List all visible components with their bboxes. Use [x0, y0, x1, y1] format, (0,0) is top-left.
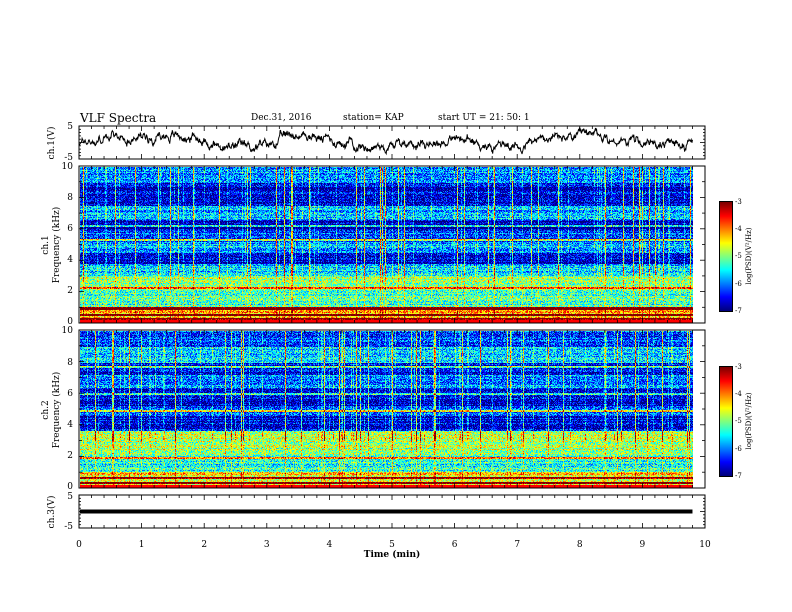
ch1-freq-tick: 4 — [67, 255, 73, 265]
cb2-tick: -3 — [735, 363, 742, 371]
cb1-tick: -7 — [735, 307, 742, 315]
ch1-spectrogram-ylabel-2: Frequency (kHz) — [52, 206, 62, 284]
ch1-freq-tick: 2 — [67, 286, 73, 296]
x-tick: 3 — [263, 540, 270, 550]
figure-title: VLF Spectra — [80, 111, 157, 125]
cb2-tick: -7 — [735, 472, 742, 480]
cb1-tick: -6 — [735, 280, 742, 288]
ch1-freq-tick: 8 — [67, 193, 73, 203]
ch1-waveform-line — [78, 126, 693, 156]
ch2-freq-tick: 6 — [67, 389, 73, 399]
ch1-spectrogram-ylabel-1: ch.1 — [41, 235, 51, 255]
ch2-freq-tick: 4 — [67, 420, 73, 430]
cb2-label: log(PSD)(V²/Hz) — [745, 392, 753, 450]
ch3-ytick-top: 5 — [67, 492, 73, 502]
ch2-colorbar — [719, 366, 733, 477]
x-tick: 10 — [699, 540, 711, 550]
panel-frame-2 — [78, 165, 706, 324]
ch2-freq-tick: 10 — [61, 326, 73, 336]
x-tick: 9 — [639, 540, 646, 550]
x-tick: 2 — [201, 540, 208, 550]
cb2-tick: -5 — [735, 417, 742, 425]
ch1-ytick-bottom: -5 — [64, 153, 73, 163]
ch2-freq-tick: 2 — [67, 451, 73, 461]
ch2-freq-tick: 8 — [67, 358, 73, 368]
ch2-spectrogram-ylabel-2: Frequency (kHz) — [52, 371, 62, 449]
x-tick: 1 — [138, 540, 145, 550]
ch1-spectrogram-image — [80, 167, 705, 323]
x-tick: 5 — [389, 540, 395, 550]
cb1-label: log(PSD)(V²/Hz) — [745, 227, 753, 285]
date-label: Dec.31, 2016 — [251, 113, 312, 123]
ch1-waveform-ylabel: ch.1(V) — [47, 126, 57, 160]
cb1-tick: -4 — [735, 225, 742, 233]
ch2-spectrogram-image — [80, 331, 705, 488]
cb1-tick: -3 — [735, 198, 742, 206]
station-label: station= KAP — [343, 113, 404, 123]
ch1-freq-tick: 6 — [67, 224, 73, 234]
start-time-label: start UT = 21: 50: 1 — [438, 113, 530, 123]
ch1-ytick-top: 5 — [67, 122, 73, 132]
ch2-freq-tick: 0 — [67, 482, 73, 492]
ch1-freq-tick: 10 — [61, 162, 73, 172]
ch3-waveform-ylabel: ch.3(V) — [47, 495, 57, 529]
ch1-colorbar — [719, 201, 733, 312]
x-tick: 4 — [326, 540, 333, 550]
cb2-tick: -4 — [735, 390, 742, 398]
x-tick: 8 — [576, 540, 583, 550]
panel-frame-3 — [78, 329, 706, 489]
x-axis-label: Time (min) — [363, 550, 421, 560]
x-tick: 0 — [76, 540, 82, 550]
cb2-tick: -6 — [735, 445, 742, 453]
ch3-ytick-bottom: -5 — [64, 522, 73, 532]
cb1-tick: -5 — [735, 252, 742, 260]
x-tick: 6 — [451, 540, 458, 550]
ch2-spectrogram-ylabel-1: ch.2 — [41, 400, 51, 420]
ch1-freq-tick: 0 — [67, 317, 73, 327]
x-tick: 7 — [514, 540, 521, 550]
